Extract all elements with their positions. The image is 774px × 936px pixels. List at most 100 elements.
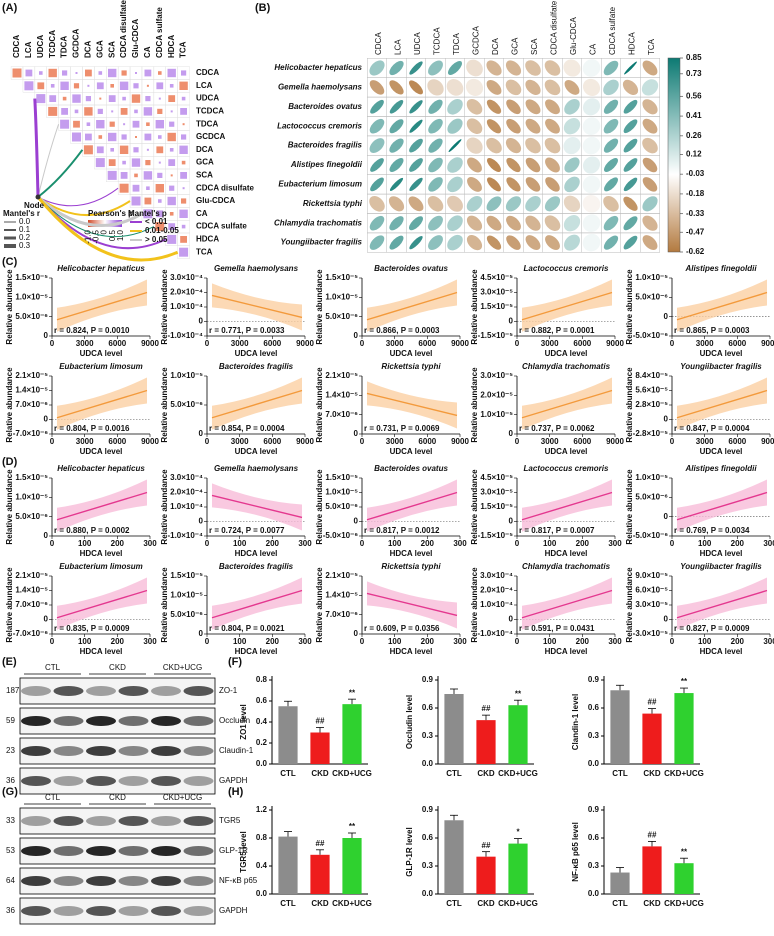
- panel-label: (B): [255, 2, 271, 14]
- stats-label: r = 0.737, P = 0.0062: [519, 424, 595, 433]
- legend-title: Mantel's r: [3, 209, 40, 218]
- correlation-ellipse: [506, 118, 521, 134]
- x-tick-label: 0: [670, 339, 675, 348]
- y-tick-label: 1.4×10⁻⁵: [325, 590, 358, 599]
- regression-line: [521, 389, 613, 419]
- cell-square: [170, 174, 173, 177]
- cell-square: [133, 83, 139, 89]
- y-tick-label: 5.0×10⁻⁶: [635, 492, 668, 501]
- correlation-ellipse: [525, 79, 541, 95]
- row-label: Youngiibacter fragilis: [281, 238, 363, 247]
- column-label: UDCA: [36, 35, 45, 58]
- column-label: CDCA: [12, 35, 21, 58]
- colorbar-label: -0.18: [686, 189, 705, 198]
- y-axis-label: Relative abundance: [160, 367, 169, 443]
- axes: [361, 376, 460, 435]
- correlation-ellipse: [486, 119, 502, 134]
- correlation-ellipse: [623, 99, 638, 114]
- subplot-title: Bacteroides ovatus: [374, 464, 448, 473]
- correlation-ellipse: [467, 176, 482, 192]
- significance: ##: [648, 698, 657, 707]
- correlation-ellipse: [409, 235, 423, 250]
- blot-frame: [19, 807, 216, 835]
- x-tick-label: 200: [266, 637, 280, 646]
- x-tick-label: 9000: [296, 339, 314, 348]
- y-tick-label: 0.0: [588, 889, 600, 898]
- y-tick-label: 1.0×10⁻⁵: [325, 292, 358, 301]
- y-tick-label: 9.0×10⁻⁵: [635, 571, 668, 580]
- correlation-ellipse: [447, 215, 463, 231]
- cell-square: [134, 109, 138, 114]
- x-axis-label: UDCA level: [700, 447, 743, 456]
- axes: [603, 806, 700, 895]
- cell-square: [143, 107, 153, 116]
- x-tick-label: 0: [515, 339, 520, 348]
- y-tick-label: 1.5×10⁻⁵: [480, 502, 513, 511]
- y-tick-label: 0.6: [422, 703, 434, 712]
- column-label: CA: [589, 43, 598, 55]
- y-tick-label: 0.9: [588, 805, 600, 814]
- y-axis-label: Relative abundance: [470, 469, 479, 545]
- legend-label: -1.0: [83, 229, 92, 243]
- x-tick-label: 100: [388, 637, 402, 646]
- blot-band: [183, 876, 214, 886]
- cell: [177, 245, 190, 259]
- x-tick-label: 9000: [606, 339, 624, 348]
- y-axis-label: GLP-1R level: [405, 827, 414, 876]
- x-tick-label: 0: [205, 637, 210, 646]
- row-label: DCA: [196, 145, 214, 154]
- molecular-weight: 36: [6, 906, 15, 915]
- x-tick-label: 9000: [141, 437, 159, 446]
- y-tick-label: 0.8: [256, 675, 268, 684]
- y-tick-label: 0: [44, 615, 49, 624]
- y-tick-label: 0: [354, 517, 359, 526]
- y-tick-label: 5.0×10⁻⁶: [325, 502, 358, 511]
- x-tick-label: 300: [453, 637, 467, 646]
- blot-band: [183, 816, 214, 826]
- cell-square: [73, 120, 80, 128]
- y-tick-label: 0: [664, 512, 669, 521]
- y-axis-label: Relative abundance: [625, 567, 634, 643]
- bar: [610, 872, 630, 894]
- subplot-title: Bacteroides ovatus: [374, 264, 448, 273]
- x-axis-label: HDCA level: [80, 549, 123, 558]
- cell-square: [167, 234, 177, 244]
- x-tick-label: 300: [763, 539, 774, 548]
- x-tick-label: 9000: [141, 339, 159, 348]
- regression-line: [676, 589, 768, 619]
- correlation-ellipse: [487, 158, 501, 172]
- x-tick-label: 100: [233, 539, 247, 548]
- column-label: UDCA: [413, 32, 422, 55]
- cell-square: [121, 70, 127, 76]
- blot-band: [151, 816, 181, 826]
- molecular-weight: 33: [6, 816, 15, 825]
- y-tick-label: 0: [664, 615, 669, 624]
- category-label: CTL: [446, 899, 462, 908]
- correlation-ellipse: [408, 196, 424, 212]
- y-tick-label: 0: [354, 331, 359, 340]
- band-label: ZO-1: [219, 686, 238, 695]
- x-tick-label: 0: [360, 539, 365, 548]
- x-tick-label: 0: [50, 637, 55, 646]
- axes: [671, 278, 770, 337]
- correlation-ellipse: [428, 235, 443, 251]
- cell-square: [179, 145, 188, 154]
- y-axis-label: Relative abundance: [5, 469, 14, 545]
- x-tick-label: 6000: [263, 339, 281, 348]
- y-tick-label: 1.0×10⁻⁵: [325, 488, 358, 497]
- cell-square: [133, 147, 139, 153]
- correlation-ellipse: [603, 79, 619, 96]
- cell-square: [145, 160, 151, 166]
- row-label: Chlamydia trachomatis: [274, 218, 363, 227]
- correlation-ellipse: [505, 60, 522, 76]
- x-tick-label: 100: [78, 539, 92, 548]
- row-label: Bacteroides fragilis: [288, 141, 363, 150]
- blot-band: [53, 686, 84, 696]
- y-axis-label: Relative abundance: [315, 367, 324, 443]
- row-label: Glu-CDCA: [196, 196, 235, 205]
- x-tick-label: 6000: [728, 339, 746, 348]
- y-tick-label: 1.5×10⁻⁵: [15, 273, 48, 282]
- cell-square: [36, 94, 46, 104]
- mantel-link: [37, 196, 155, 238]
- correlation-ellipse: [642, 235, 658, 251]
